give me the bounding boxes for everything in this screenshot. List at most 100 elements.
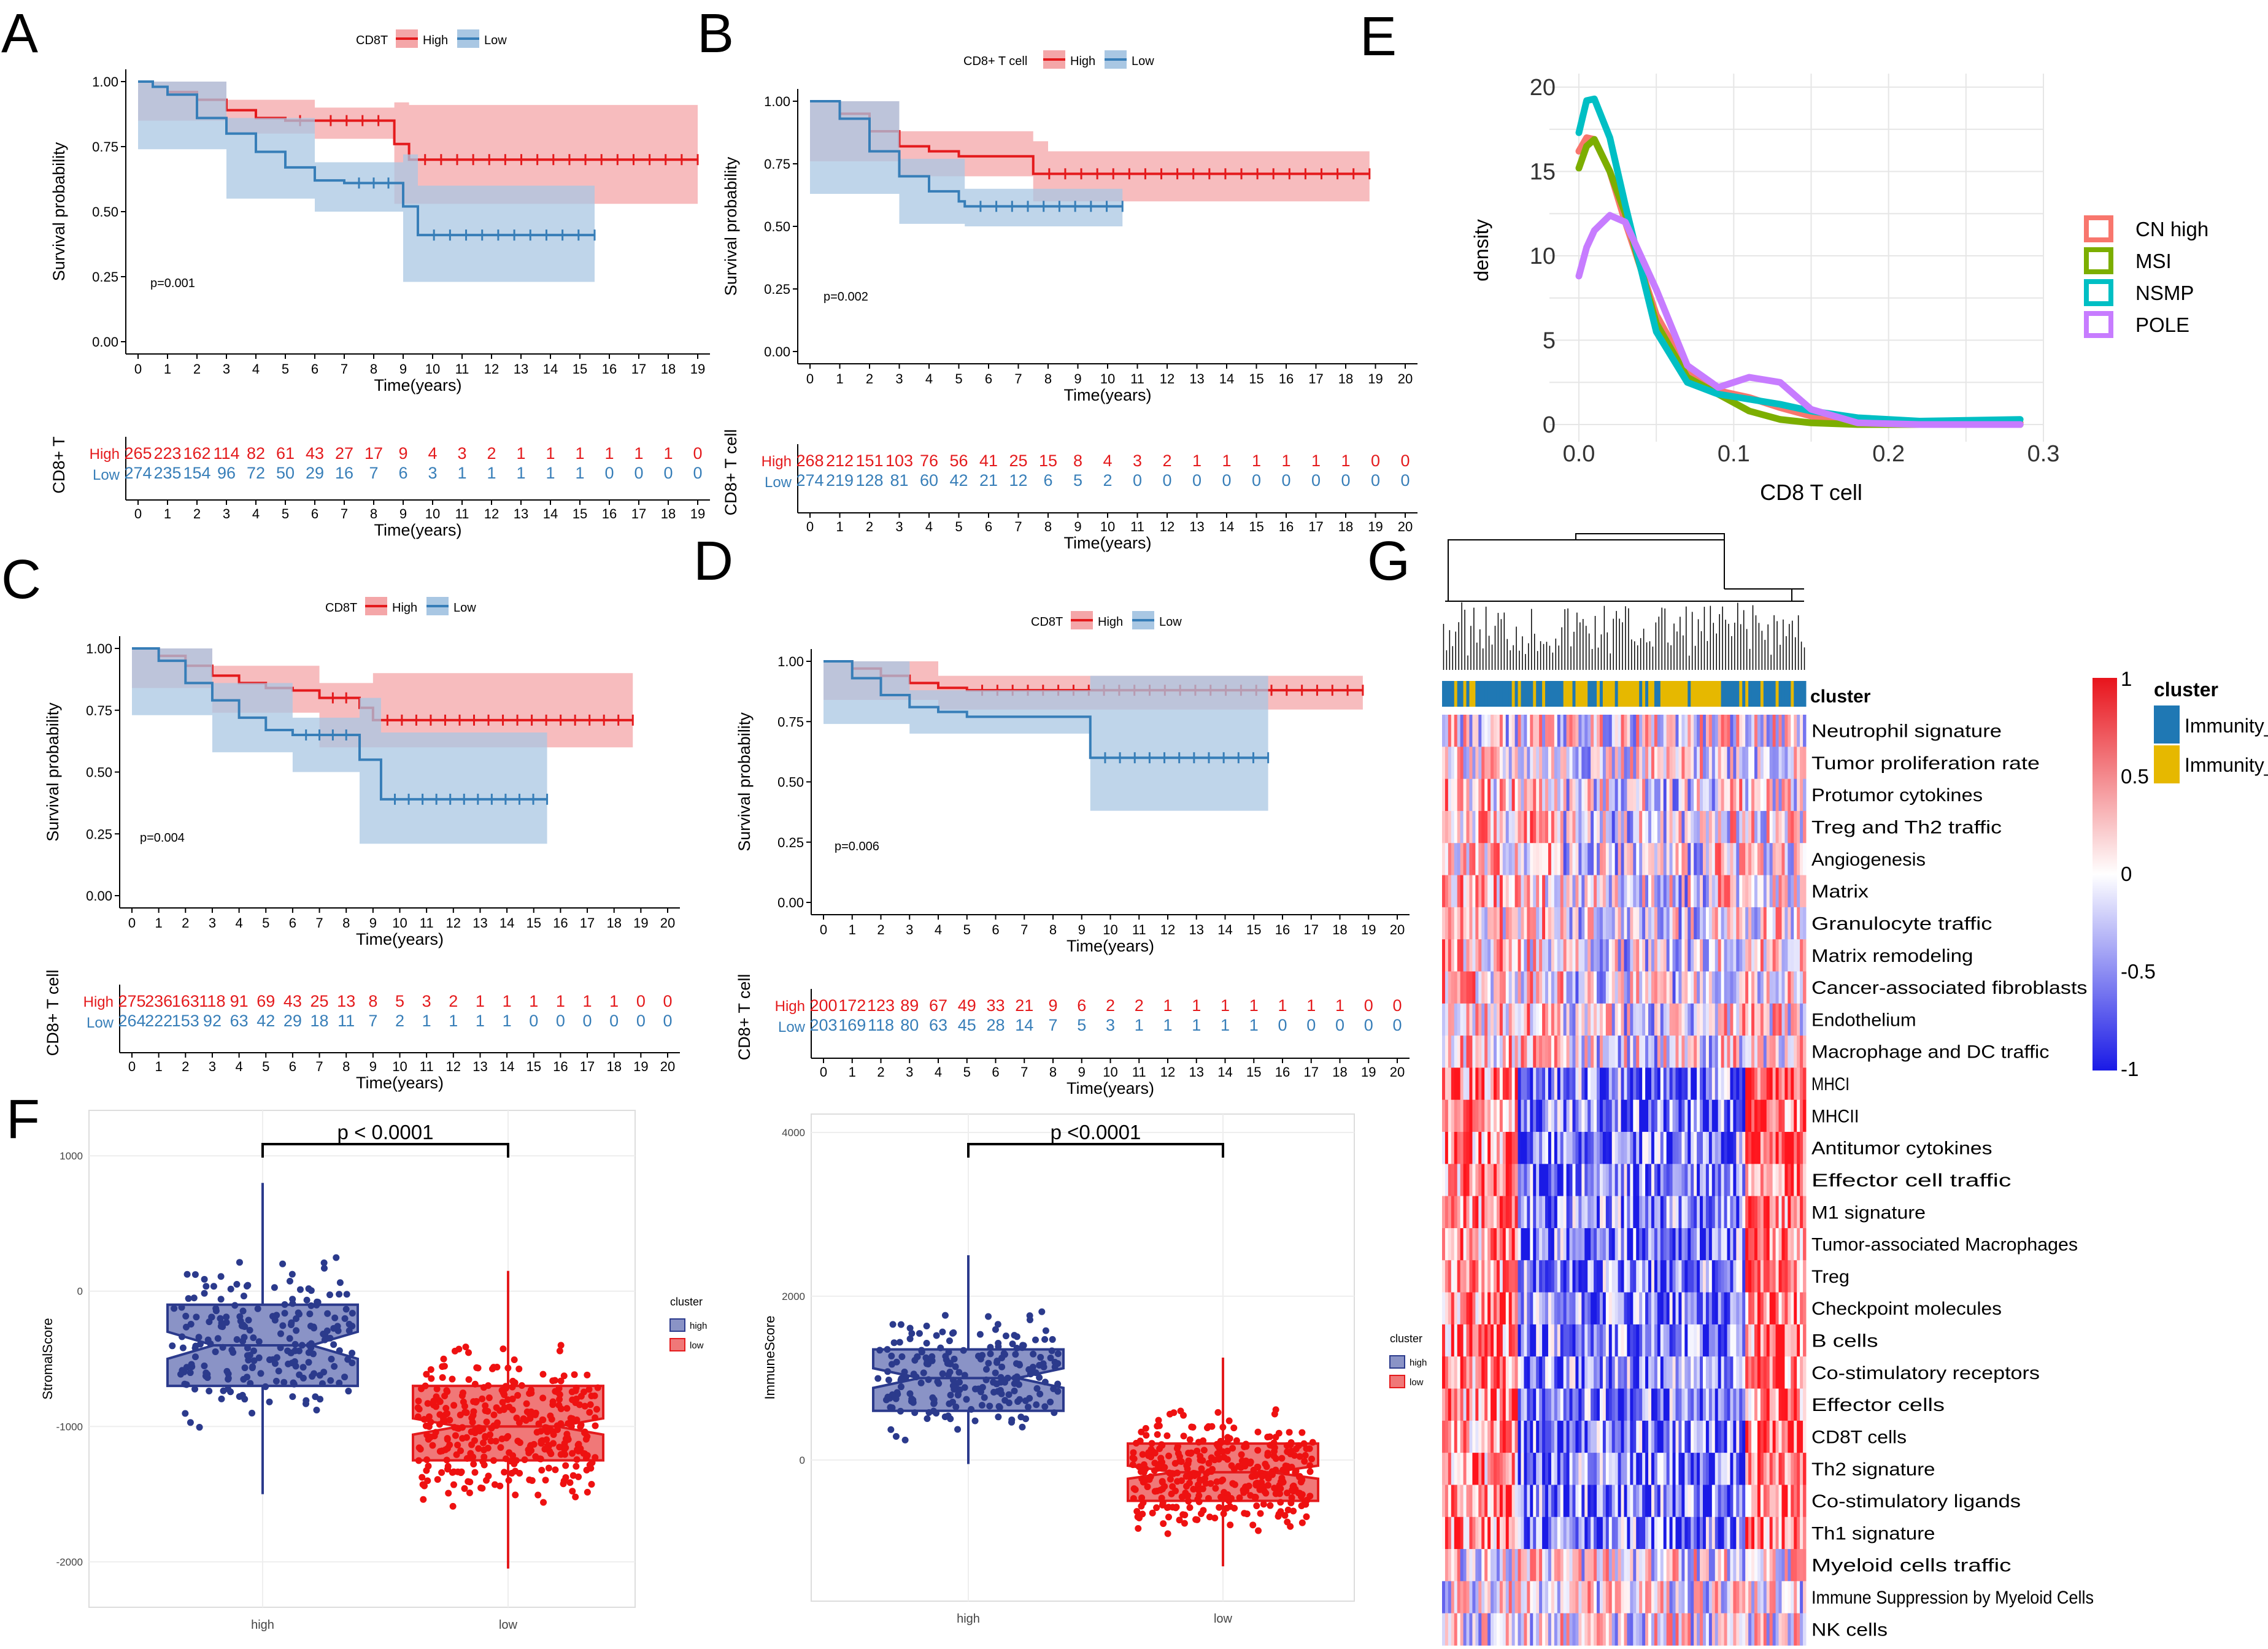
- heatmap-cell: [1721, 1356, 1725, 1390]
- legend-title: CD8T: [1031, 615, 1063, 629]
- risk-high-count: 61: [276, 444, 295, 463]
- heatmap-cell: [1660, 747, 1664, 780]
- heatmap-cell: [1569, 1292, 1573, 1325]
- heatmap-cell: [1563, 1036, 1567, 1068]
- risk-low-count: 29: [284, 1012, 302, 1030]
- heatmap-cell: [1624, 1292, 1627, 1325]
- heatmap-cell: [1675, 1099, 1679, 1132]
- heatmap-cell: [1672, 1260, 1676, 1293]
- data-point: [1133, 1508, 1141, 1515]
- data-point: [320, 1259, 328, 1266]
- heatmap-cell: [1602, 907, 1606, 940]
- heatmap-cell: [1472, 939, 1476, 972]
- data-point: [1165, 1513, 1172, 1521]
- heatmap-cell: [1494, 1292, 1497, 1325]
- heatmap-cell: [1466, 1388, 1470, 1421]
- heatmap-cell: [1566, 1036, 1570, 1068]
- heatmap-cell: [1533, 778, 1537, 812]
- data-point: [1272, 1490, 1279, 1497]
- risk-x-tick-label: 9: [1078, 1064, 1086, 1080]
- heatmap-cell: [1557, 1196, 1561, 1229]
- cluster-cell: [1463, 681, 1467, 707]
- heatmap-cell: [1545, 843, 1549, 876]
- data-point: [336, 1379, 343, 1386]
- ci-band-low: [138, 82, 595, 282]
- heatmap-cell: [1757, 1292, 1761, 1325]
- heatmap-cell: [1591, 747, 1594, 780]
- data-point: [572, 1493, 579, 1501]
- data-point: [331, 1314, 339, 1321]
- heatmap-cell: [1739, 1003, 1743, 1036]
- risk-low-count: 6: [1043, 471, 1052, 490]
- heatmap-cell: [1624, 778, 1627, 812]
- heatmap-cell: [1466, 715, 1470, 747]
- heatmap-cell: [1769, 939, 1773, 972]
- risk-low-count: 0: [1371, 471, 1380, 490]
- data-point: [557, 1377, 565, 1385]
- heatmap-cell: [1478, 810, 1482, 844]
- heatmap-cell: [1669, 1036, 1673, 1068]
- heatmap-cell: [1594, 1003, 1597, 1036]
- data-point: [1002, 1332, 1009, 1340]
- heatmap-cell: [1694, 875, 1697, 908]
- heatmap-cell: [1597, 1164, 1600, 1197]
- heatmap-cell: [1760, 1388, 1764, 1421]
- heatmap-cell: [1451, 1003, 1455, 1036]
- heatmap-cell: [1594, 875, 1597, 908]
- heatmap-cell: [1775, 1260, 1780, 1293]
- heatmap-cell: [1691, 1260, 1694, 1293]
- risk-x-tick-label: 19: [690, 506, 705, 521]
- heatmap-cell: [1688, 1099, 1691, 1132]
- heatmap-cell: [1599, 1260, 1603, 1293]
- heatmap-cell: [1614, 715, 1619, 747]
- risk-x-tick-label: 14: [1219, 519, 1234, 534]
- data-point: [954, 1426, 962, 1433]
- heatmap-cell: [1760, 939, 1764, 972]
- heatmap-cell: [1724, 1324, 1728, 1357]
- risk-low-count: 2: [1103, 471, 1112, 490]
- data-point: [289, 1393, 296, 1401]
- heatmap-cell: [1657, 1099, 1661, 1132]
- heatmap-cell: [1630, 715, 1634, 747]
- heatmap-row-label: B cells: [1811, 1331, 1878, 1351]
- risk-x-axis-title: Time(years): [1066, 1079, 1154, 1097]
- heatmap-cell: [1736, 875, 1740, 908]
- data-point: [593, 1405, 601, 1413]
- y-axis-title: ImmuneScore: [762, 1316, 777, 1400]
- heatmap-cell: [1521, 1260, 1524, 1293]
- heatmap-cell: [1594, 778, 1597, 812]
- heatmap-cell: [1672, 747, 1676, 780]
- heatmap-cell: [1675, 1196, 1679, 1229]
- heatmap-cell: [1733, 1388, 1737, 1421]
- risk-high-count: 2: [449, 992, 458, 1010]
- data-point: [326, 1291, 333, 1299]
- heatmap-cell: [1702, 1036, 1707, 1068]
- heatmap-cell: [1672, 939, 1676, 972]
- data-point: [1038, 1308, 1046, 1315]
- heatmap-cell: [1618, 1324, 1622, 1357]
- heatmap-cell: [1502, 1324, 1506, 1357]
- heatmap-cell: [1594, 1324, 1597, 1357]
- data-point: [539, 1394, 547, 1402]
- cluster-cell: [1542, 681, 1546, 707]
- heatmap-cell: [1496, 1003, 1500, 1036]
- heatmap-cell: [1775, 1132, 1780, 1164]
- heatmap-cell: [1702, 971, 1707, 1004]
- data-point: [349, 1359, 356, 1367]
- heatmap-cell: [1448, 971, 1452, 1004]
- heatmap-cell: [1499, 1228, 1503, 1261]
- x-tick-label: 4: [252, 361, 260, 377]
- ci-band-high: [132, 648, 633, 748]
- heatmap-cell: [1654, 1003, 1658, 1036]
- risk-row-label-high: High: [775, 998, 805, 1015]
- heatmap-cell: [1663, 810, 1667, 844]
- heatmap-cell: [1742, 1228, 1746, 1261]
- data-point: [1205, 1459, 1213, 1467]
- heatmap-cell: [1757, 1003, 1761, 1036]
- heatmap-cell: [1657, 875, 1661, 908]
- heatmap-cell: [1724, 971, 1728, 1004]
- heatmap-cell: [1705, 1067, 1710, 1101]
- heatmap-cell: [1697, 1388, 1700, 1421]
- data-point: [296, 1371, 303, 1378]
- heatmap-cell: [1663, 843, 1667, 876]
